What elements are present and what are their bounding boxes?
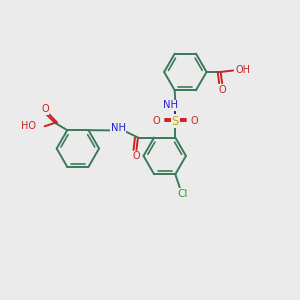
- Text: NH: NH: [163, 100, 178, 110]
- Text: OH: OH: [236, 65, 251, 76]
- Text: O: O: [218, 85, 226, 94]
- Text: O: O: [153, 116, 160, 126]
- Text: S: S: [172, 115, 179, 128]
- Text: H: H: [236, 65, 244, 76]
- Text: O: O: [190, 116, 198, 126]
- Text: O: O: [133, 152, 140, 161]
- Text: NH: NH: [111, 123, 126, 133]
- Text: O: O: [41, 104, 49, 114]
- Text: HO: HO: [21, 121, 36, 131]
- Text: Cl: Cl: [177, 189, 187, 199]
